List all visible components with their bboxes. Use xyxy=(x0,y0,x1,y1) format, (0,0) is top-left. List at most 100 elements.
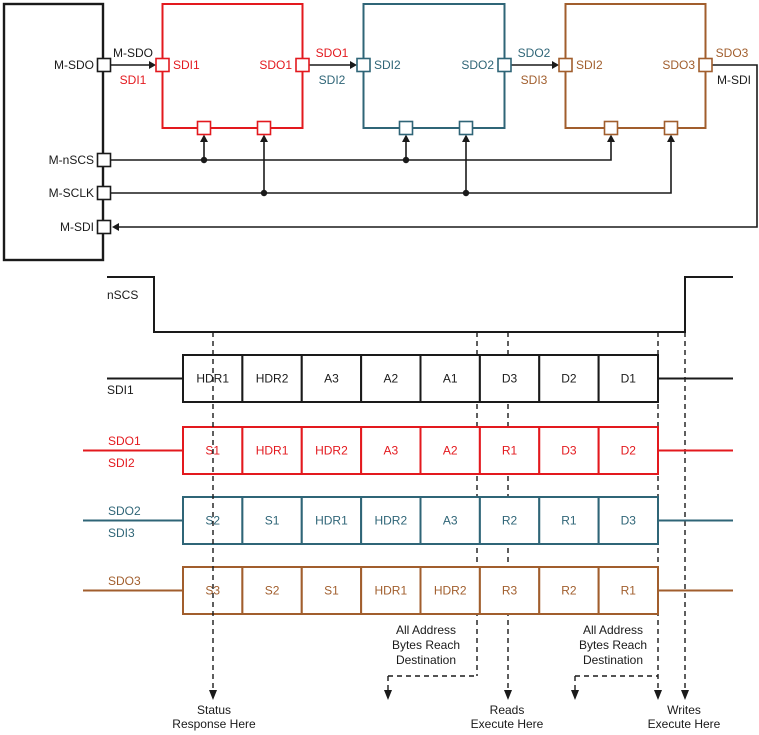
addr2-arrowhead xyxy=(571,690,579,700)
sclk-arrowhead-device3 xyxy=(667,134,675,142)
timing-cell-label: HDR1 xyxy=(256,444,289,458)
nscs-arrowhead-device2 xyxy=(402,134,410,142)
device3-sclk-pin xyxy=(663,120,679,136)
writes-annotation-line2: Execute Here xyxy=(648,717,721,731)
block-diagram-labels: M-SDO M-nSCS M-SCLK M-SDI SDI1 SDO1 SDI2… xyxy=(49,46,751,234)
addr1-arrowhead xyxy=(384,690,392,700)
addr2-annotation-line3: Destination xyxy=(583,653,643,667)
sclk-junction-dot-2 xyxy=(462,189,470,197)
row4-label: SDO3 xyxy=(108,574,141,588)
wire2-below-label: SDI2 xyxy=(319,73,346,87)
wire4-below-label: M-SDI xyxy=(717,73,751,87)
status-annotation-line2: Response Here xyxy=(172,717,256,731)
guide-arrowheads xyxy=(209,690,689,700)
timing-cell-label: D2 xyxy=(621,444,637,458)
timing-cell xyxy=(478,566,541,615)
device1-sdi-pin xyxy=(155,57,170,73)
sclk-arrowhead-device2 xyxy=(462,134,470,142)
wire1-above-label: M-SDO xyxy=(113,46,153,60)
sclk-net xyxy=(111,141,672,194)
timing-cell xyxy=(300,496,363,545)
wire3-above-label: SDO2 xyxy=(518,46,551,60)
wire-msdi-arrowhead xyxy=(112,223,119,231)
timing-cell-label: R1 xyxy=(621,584,637,598)
device1-sdo-pin xyxy=(295,57,310,73)
device1-box xyxy=(161,3,304,129)
wire-sdo1-arrowhead xyxy=(350,61,357,69)
timing-cell-label: HDR2 xyxy=(315,444,348,458)
timing-cell xyxy=(538,496,600,545)
timing-cell xyxy=(241,566,303,615)
timing-cell-label: S1 xyxy=(324,584,339,598)
master-sdi-label: M-SDI xyxy=(60,220,94,234)
timing-cell-label: R2 xyxy=(561,584,577,598)
device1-nscs-pin xyxy=(196,120,212,136)
device1-sdi-label: SDI1 xyxy=(173,58,200,72)
timing-cell-label: HDR1 xyxy=(315,514,348,528)
wire-sdo2-arrowhead xyxy=(552,61,559,69)
nets xyxy=(111,61,758,231)
row3-label-bottom: SDI3 xyxy=(108,526,135,540)
timing-cell-label: A3 xyxy=(324,372,339,386)
master-sdi-pin xyxy=(96,219,112,235)
nscs-junction-dot-1 xyxy=(200,156,208,164)
timing-cell xyxy=(241,496,303,545)
nscs-waveform xyxy=(107,276,733,333)
addr2-annotation-line1: All Address xyxy=(583,623,643,637)
row2-label-top: SDO1 xyxy=(108,434,141,448)
row2-label-bottom: SDI2 xyxy=(108,456,135,470)
master-device-box xyxy=(2,2,105,262)
timing-cell-label: R1 xyxy=(561,514,577,528)
timing-cell xyxy=(360,566,422,615)
device2-sdi-pin xyxy=(356,57,371,73)
wire3-below-label: SDI3 xyxy=(521,73,548,87)
wire-sdo3-msdi xyxy=(118,64,758,228)
timing-cell xyxy=(597,426,659,475)
timing-cell-label: S2 xyxy=(265,584,280,598)
device2-sdi-label: SDI2 xyxy=(374,58,401,72)
device1-sclk-pin xyxy=(256,120,272,136)
timing-rows: HDR1 HDR2 A3 A2 A1 D3 D2 D1 S1 HDR1 HDR2 A3 A2 R1 D3 D2… xyxy=(182,354,659,615)
sclk-arrowhead-device1 xyxy=(260,134,268,142)
timing-cell xyxy=(419,566,481,615)
status-arrowhead xyxy=(209,690,217,700)
device2-sdo-pin xyxy=(497,57,512,73)
sclk-junction-dot-1 xyxy=(260,189,268,197)
device2-nscs-pin xyxy=(398,120,414,136)
timing-cell xyxy=(419,426,481,475)
frame-end-arrowhead xyxy=(654,690,662,700)
timing-cell-label: HDR2 xyxy=(374,514,407,528)
timing-cell-label: D1 xyxy=(621,372,637,386)
row1-label: SDI1 xyxy=(107,383,134,397)
timing-cell-label: A2 xyxy=(443,444,458,458)
timing-cell-label: HDR2 xyxy=(434,584,467,598)
row3-label-top: SDO2 xyxy=(108,504,141,518)
device3-sdo-pin xyxy=(698,57,713,73)
timing-cell-label: A3 xyxy=(383,444,398,458)
timing-cell xyxy=(300,566,363,615)
addr2-annotation-line2: Bytes Reach xyxy=(579,638,647,652)
timing-cell xyxy=(597,566,659,615)
device3-nscs-pin xyxy=(603,120,619,136)
timing-cell-label: HDR2 xyxy=(256,372,289,386)
timing-cell xyxy=(241,354,303,403)
master-sdo-label: M-SDO xyxy=(54,58,94,72)
pins xyxy=(96,57,713,235)
addr1-annotation-line1: All Address xyxy=(396,623,456,637)
device2-sdo-label: SDO2 xyxy=(461,58,494,72)
timing-cell-label: A2 xyxy=(383,372,398,386)
timing-cell-label: R3 xyxy=(502,584,518,598)
row-labels: SDI1 SDO1 SDI2 SDO2 SDI3 SDO3 xyxy=(107,383,141,588)
device3-sdi-pin xyxy=(558,57,573,73)
timing-cell-label: R2 xyxy=(502,514,518,528)
reads-arrowhead xyxy=(504,690,512,700)
timing-cell-label: D3 xyxy=(502,372,518,386)
device2-sclk-pin xyxy=(458,120,474,136)
wire-msdo-arrowhead xyxy=(149,61,156,69)
timing-cell-label: S2 xyxy=(205,514,220,528)
device3-box xyxy=(564,3,707,129)
timing-cell xyxy=(360,496,422,545)
timing-cell xyxy=(300,426,363,475)
timing-cell-label: D3 xyxy=(621,514,637,528)
